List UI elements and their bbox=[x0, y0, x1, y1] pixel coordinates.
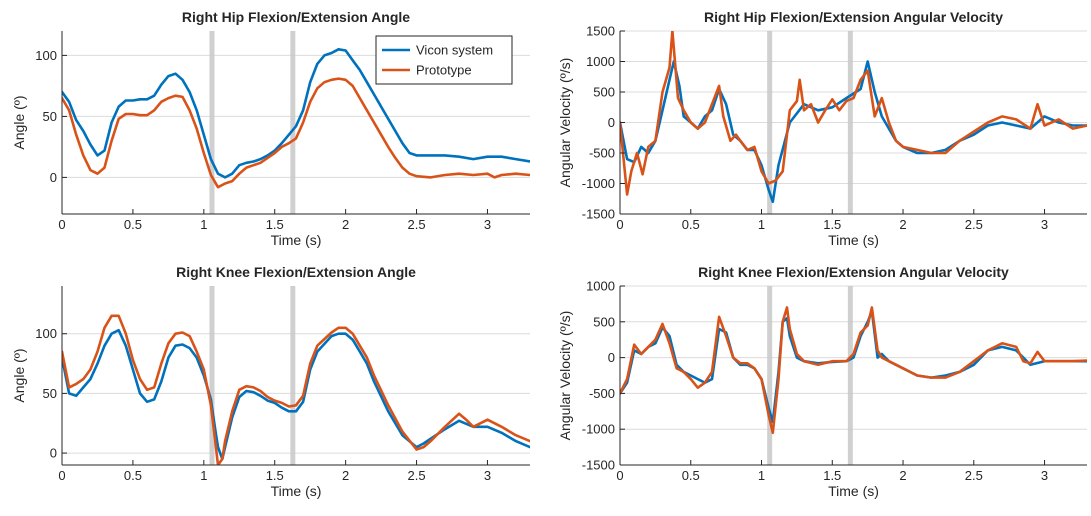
legend-label: Vicon system bbox=[416, 43, 493, 58]
chart-panel-2: 0 0.5 1 1.5 2 2.5 3 -1500 -1000 -500 0 500 1000 1500 R… bbox=[557, 9, 1087, 248]
shaded-interval-1 bbox=[209, 286, 215, 465]
y-tick-label: 0 bbox=[608, 115, 615, 130]
y-tick-label: 1000 bbox=[586, 54, 615, 69]
chart-title: Right Knee Flexion/Extension Angle bbox=[176, 264, 416, 280]
legend-label: Prototype bbox=[416, 63, 472, 78]
shaded-interval-2 bbox=[290, 286, 296, 465]
chart-title: Right Hip Flexion/Extension Angular Velo… bbox=[704, 9, 1003, 25]
y-tick-label: -1000 bbox=[582, 422, 615, 437]
y-tick-label: 1500 bbox=[586, 24, 615, 39]
x-tick-label: 1 bbox=[758, 468, 765, 483]
chart-panel-1: 0 0.5 1 1.5 2 2.5 3 0 50 100 Right Hip Flexion/Ext… bbox=[11, 9, 530, 248]
y-tick-label: -500 bbox=[589, 146, 615, 161]
shaded-interval-1 bbox=[767, 31, 773, 214]
legend-box bbox=[375, 35, 513, 85]
x-tick-label: 0.5 bbox=[124, 468, 142, 483]
x-tick-label: 2.5 bbox=[965, 217, 983, 232]
chart-title: Right Knee Flexion/Extension Angular Vel… bbox=[698, 264, 1009, 280]
y-tick-label: -500 bbox=[589, 386, 615, 401]
y-tick-label: 1000 bbox=[586, 279, 615, 294]
x-tick-label: 2 bbox=[342, 217, 349, 232]
x-tick-label: 1 bbox=[200, 468, 207, 483]
y-tick-label: 100 bbox=[35, 326, 57, 341]
shaded-interval-2 bbox=[847, 286, 853, 465]
y-tick-label: 100 bbox=[35, 48, 57, 63]
plot-area bbox=[620, 286, 1087, 465]
x-tick-label: 1.5 bbox=[266, 217, 284, 232]
x-tick-label: 0 bbox=[58, 468, 65, 483]
x-axis-label: Time (s) bbox=[828, 483, 879, 499]
x-tick-label: 2.5 bbox=[965, 468, 983, 483]
y-tick-label: 50 bbox=[43, 109, 57, 124]
y-tick-label: -1500 bbox=[582, 207, 615, 222]
x-tick-label: 2.5 bbox=[408, 468, 426, 483]
x-tick-label: 2 bbox=[899, 217, 906, 232]
x-tick-label: 1.5 bbox=[266, 468, 284, 483]
chart-panel-4: 0 0.5 1 1.5 2 2.5 3 -1500 -1000 -500 0 500 1000 Right… bbox=[557, 264, 1087, 499]
y-tick-label: 0 bbox=[50, 170, 57, 185]
x-tick-label: 2 bbox=[342, 468, 349, 483]
y-tick-label: 50 bbox=[43, 386, 57, 401]
y-tick-label: 0 bbox=[50, 446, 57, 461]
x-tick-label: 0.5 bbox=[682, 217, 700, 232]
x-axis-label: Time (s) bbox=[271, 232, 322, 248]
x-tick-label: 3 bbox=[484, 468, 491, 483]
x-tick-label: 0 bbox=[616, 468, 623, 483]
chart-title: Right Hip Flexion/Extension Angle bbox=[182, 9, 410, 25]
x-tick-label: 3 bbox=[484, 217, 491, 232]
y-axis-label: Angular Velocity (º/s) bbox=[557, 311, 573, 441]
y-tick-label: -1000 bbox=[582, 176, 615, 191]
chart-panel-3: 0 0.5 1 1.5 2 2.5 3 0 50 100 Right Knee Flexion/Ex… bbox=[11, 264, 530, 499]
x-tick-label: 0.5 bbox=[682, 468, 700, 483]
shaded-interval-2 bbox=[847, 31, 853, 214]
y-tick-label: 500 bbox=[593, 85, 615, 100]
series-line-prototype bbox=[62, 77, 530, 189]
x-tick-label: 0 bbox=[616, 217, 623, 232]
x-tick-label: 1 bbox=[200, 217, 207, 232]
series-line-vicon-system bbox=[62, 48, 530, 179]
series-line-prototype bbox=[62, 314, 530, 465]
x-tick-label: 0.5 bbox=[124, 217, 142, 232]
x-tick-label: 2.5 bbox=[408, 217, 426, 232]
shaded-interval-1 bbox=[209, 31, 215, 214]
x-tick-label: 2 bbox=[899, 468, 906, 483]
y-axis-label: Angle (º) bbox=[11, 348, 27, 402]
plot-area bbox=[62, 286, 530, 465]
x-tick-label: 1.5 bbox=[823, 468, 841, 483]
x-axis-label: Time (s) bbox=[271, 483, 322, 499]
y-axis-label: Angle (º) bbox=[11, 95, 27, 149]
x-tick-label: 1 bbox=[758, 217, 765, 232]
legend: Vicon system Prototype bbox=[375, 35, 513, 85]
series-line-prototype bbox=[620, 306, 1087, 435]
y-tick-label: 0 bbox=[608, 350, 615, 365]
y-axis-label: Angular Velocity (º/s) bbox=[557, 58, 573, 188]
series-line-prototype bbox=[620, 31, 1087, 196]
x-tick-label: 3 bbox=[1041, 468, 1048, 483]
x-tick-label: 0 bbox=[58, 217, 65, 232]
y-tick-label: 500 bbox=[593, 314, 615, 329]
shaded-interval-1 bbox=[767, 286, 773, 465]
shaded-interval-2 bbox=[290, 31, 296, 214]
y-tick-label: -1500 bbox=[582, 458, 615, 473]
x-tick-label: 3 bbox=[1041, 217, 1048, 232]
x-axis-label: Time (s) bbox=[828, 232, 879, 248]
x-tick-label: 1.5 bbox=[823, 217, 841, 232]
